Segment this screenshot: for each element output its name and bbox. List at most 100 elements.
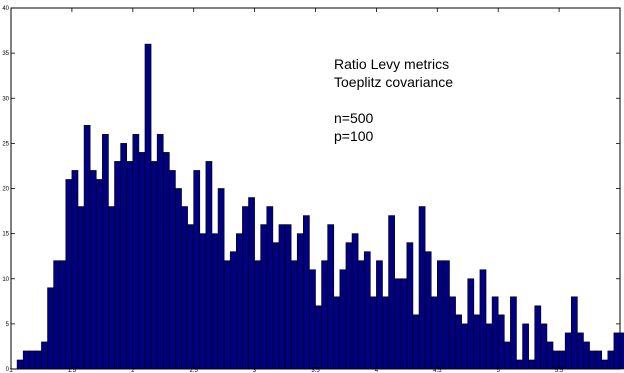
histogram-bar: [558, 350, 566, 370]
histogram-bar: [467, 278, 475, 370]
histogram-bar: [443, 260, 450, 370]
x-tick-label: 1.5: [68, 368, 77, 373]
histogram-bar: [89, 170, 97, 370]
histogram-bar: [35, 350, 42, 370]
histogram-bar: [412, 314, 420, 370]
annotation-line: n=500: [334, 110, 374, 126]
x-tick-label: 3.5: [311, 368, 320, 373]
histogram-bar: [290, 260, 298, 370]
histogram-bar: [95, 179, 103, 370]
histogram-bar: [382, 296, 389, 370]
bars-group: [16, 43, 624, 370]
x-axis-ticks: 1 1.5 2 2.5 3 3.5 4 4.5 5 5.5: [9, 8, 564, 373]
histogram-bar: [41, 341, 48, 370]
histogram-bar: [187, 224, 195, 370]
histogram-bar: [150, 161, 158, 370]
histogram-bar: [503, 341, 511, 370]
histogram-bar: [619, 332, 624, 370]
histogram-bar: [510, 296, 517, 370]
histogram-bar: [577, 332, 584, 370]
x-tick-label: 1: [9, 368, 13, 373]
histogram-bar: [479, 269, 487, 370]
histogram-bar: [303, 215, 310, 370]
histogram-bar: [138, 152, 146, 370]
y-tick-label: 30: [2, 96, 9, 102]
histogram-bar: [242, 206, 249, 370]
histogram-bar: [449, 296, 456, 370]
histogram-bar: [516, 359, 523, 370]
histogram-bar: [345, 242, 353, 370]
y-tick-label: 10: [2, 277, 9, 283]
histogram-bar: [193, 170, 201, 370]
annotation-line: Toeplitz covariance: [334, 74, 453, 90]
histogram-bar: [16, 359, 24, 370]
histogram-bar: [284, 224, 292, 370]
histogram-bar: [570, 296, 578, 370]
x-tick-label: 3: [253, 368, 257, 373]
histogram-bar: [260, 224, 268, 370]
histogram-bar: [296, 233, 304, 370]
histogram-bar: [156, 134, 164, 370]
histogram-bar: [388, 215, 395, 370]
histogram-bar: [71, 170, 79, 370]
histogram-bar: [114, 161, 121, 370]
histogram-bar: [47, 287, 54, 370]
histogram-bar: [77, 206, 85, 370]
histogram-bar: [473, 314, 481, 370]
histogram-bar: [266, 206, 274, 370]
histogram-bar: [217, 188, 225, 370]
histogram-bar: [22, 350, 30, 370]
x-tick-label: 5.5: [555, 368, 564, 373]
histogram-bar: [491, 296, 499, 370]
y-tick-label: 0: [6, 367, 10, 373]
y-tick-label: 25: [2, 141, 9, 147]
histogram-bar: [333, 296, 341, 370]
histogram-bar: [327, 224, 335, 370]
y-tick-label: 5: [6, 322, 10, 328]
histogram-bar: [126, 161, 134, 370]
histogram-bar: [144, 43, 152, 370]
histogram-bar: [564, 332, 572, 370]
histogram-bar: [339, 269, 347, 370]
histogram-bar: [534, 305, 542, 370]
histogram-bar: [595, 350, 603, 370]
y-tick-label: 15: [2, 232, 9, 238]
histogram-bar: [321, 260, 328, 370]
histogram-bar: [540, 323, 548, 370]
histogram-bar: [430, 296, 438, 370]
histogram-bar: [272, 242, 280, 370]
histogram-bar: [65, 179, 73, 370]
histogram-bar: [485, 323, 493, 370]
histogram-bar: [528, 359, 536, 370]
histogram-bar: [351, 233, 359, 370]
y-tick-label: 20: [2, 187, 9, 193]
histogram-bar: [162, 152, 170, 370]
histogram-bar: [223, 260, 231, 370]
histogram-bar: [211, 233, 219, 370]
histogram-bar: [583, 341, 590, 370]
histogram-bar: [424, 251, 432, 370]
histogram-bar: [53, 260, 61, 370]
histogram-bar: [278, 224, 286, 370]
histogram-bar: [455, 314, 462, 370]
histogram-bar: [607, 350, 615, 370]
histogram-bar: [120, 143, 128, 370]
histogram-bar: [175, 188, 182, 370]
histogram-bar: [254, 260, 261, 370]
annotation-line: Ratio Levy metrics: [334, 56, 449, 72]
histogram-bar: [376, 260, 383, 370]
y-tick-label: 35: [2, 51, 9, 57]
histogram-bar: [199, 233, 207, 370]
histogram-bar: [83, 125, 91, 370]
histogram-bar: [363, 251, 371, 370]
x-tick-label: 5: [497, 368, 501, 373]
histogram-bar: [169, 170, 176, 370]
x-tick-label: 2: [131, 368, 135, 373]
histogram-bar: [132, 134, 140, 370]
x-tick-label: 4.5: [433, 368, 442, 373]
histogram-bar: [418, 206, 426, 370]
histogram-bar: [436, 260, 444, 370]
histogram-bar: [181, 206, 188, 370]
